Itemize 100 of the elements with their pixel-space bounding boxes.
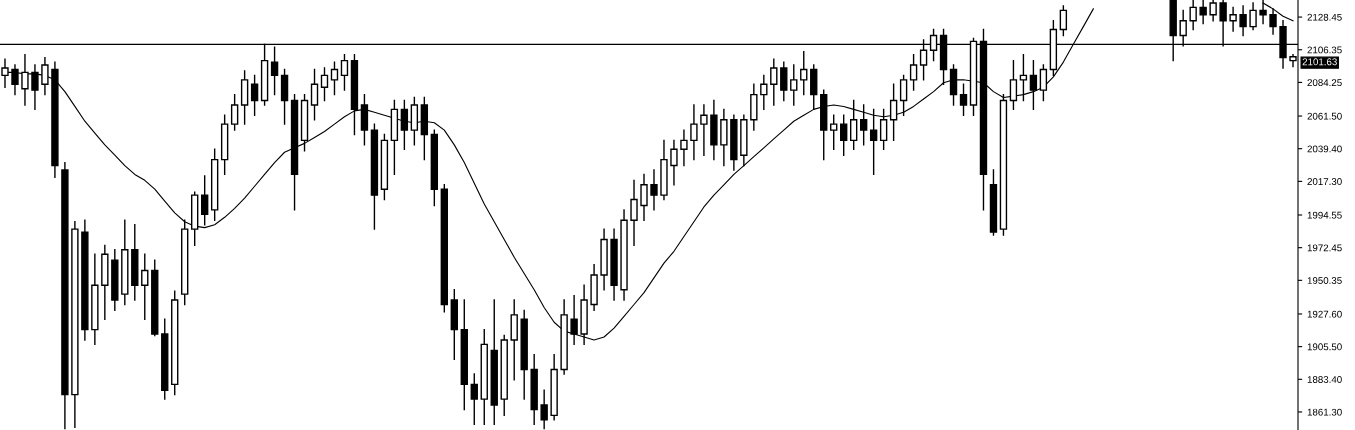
candlestick (290, 93, 299, 211)
candlestick (21, 53, 29, 106)
candlestick (41, 56, 49, 96)
candlestick (1249, 2, 1257, 31)
candlestick (11, 64, 19, 96)
candlestick (420, 96, 429, 161)
candlestick (859, 104, 868, 146)
candlestick (700, 104, 708, 156)
candlestick (1029, 59, 1038, 111)
candlestick (610, 228, 618, 301)
candlestick (240, 70, 249, 125)
candlestick (1199, 0, 1207, 25)
y-tick-label: 1861.30 (1307, 408, 1342, 416)
candlestick (540, 389, 548, 430)
candlestick (660, 139, 668, 201)
candlestick (730, 114, 738, 171)
candlestick (530, 354, 538, 425)
candlestick (590, 263, 598, 312)
candlestick (470, 373, 478, 425)
candlestick (460, 299, 468, 411)
candlestick (111, 249, 119, 312)
y-tick-label: 2061.50 (1307, 112, 1342, 120)
candlestick (790, 64, 798, 106)
candlestick (879, 108, 888, 150)
candlestick (360, 93, 369, 146)
candlestick (400, 99, 409, 150)
candlestick (330, 61, 339, 96)
candlestick (849, 99, 858, 150)
y-tick-label: 2106.35 (1307, 46, 1342, 54)
candlestick (520, 309, 528, 400)
candlestick (450, 289, 458, 360)
y-tick-label: 1927.60 (1307, 310, 1342, 318)
candlestick (650, 169, 658, 211)
y-tick-label: 2084.25 (1307, 79, 1342, 87)
candlestick (620, 209, 628, 301)
candlestick (899, 74, 908, 116)
y-tick-label: 1905.50 (1307, 343, 1342, 351)
candlestick (1019, 53, 1028, 102)
candlestick (31, 64, 39, 111)
candlestick (510, 299, 518, 381)
candlestick (959, 83, 968, 116)
candlestick (280, 68, 289, 125)
candlestick (310, 68, 319, 121)
candlestick (430, 129, 439, 207)
y-tick-label: 1972.45 (1307, 244, 1342, 252)
candlestick (690, 104, 698, 161)
candlestick (490, 299, 498, 425)
y-tick-label: 2017.30 (1307, 178, 1342, 185)
candlestick (550, 354, 558, 421)
candlestick (1009, 59, 1018, 111)
candlestick (670, 139, 678, 186)
candlestick (1229, 6, 1237, 32)
candlestick (740, 114, 748, 167)
candlestick (340, 53, 349, 91)
candlestick (1209, 0, 1217, 22)
candlestick (161, 318, 169, 400)
candlestick (81, 219, 89, 341)
y-tick-label: 1994.55 (1307, 211, 1342, 219)
y-tick-label: 1883.40 (1307, 376, 1342, 383)
candlestick (121, 219, 129, 306)
y-tick-label: 1950.35 (1307, 277, 1342, 284)
candlestick (720, 108, 728, 167)
candlestick (600, 228, 608, 291)
candlestick (200, 175, 209, 226)
candlestick (171, 290, 179, 396)
candlestick (191, 191, 199, 247)
candlestick (820, 89, 828, 161)
candlestick (710, 99, 718, 161)
candlestick (480, 328, 488, 425)
candlestick (141, 253, 149, 320)
candlestick (869, 108, 878, 176)
candlestick (61, 161, 69, 430)
y-tick-label: 2128.45 (1307, 13, 1342, 21)
candlestick (840, 114, 848, 156)
candlestick (210, 148, 219, 221)
candlestick (770, 58, 778, 106)
candlestick (270, 46, 279, 96)
candlestick (410, 96, 419, 146)
candlestick (101, 244, 109, 320)
candlestick (71, 221, 79, 428)
candlestick (909, 53, 918, 91)
candlestick (250, 74, 259, 116)
candlestick (91, 253, 99, 346)
candlestick (1189, 0, 1197, 31)
candlestick (830, 114, 838, 150)
candlestick (390, 99, 399, 176)
candlestick (350, 53, 359, 136)
candlestick (1239, 5, 1247, 37)
candlestick (680, 129, 688, 167)
candlestick (800, 51, 808, 96)
candlestick (320, 67, 329, 102)
candlestick (500, 334, 508, 417)
candlestick (131, 223, 139, 301)
candlestick (630, 179, 638, 247)
candlestick (181, 219, 189, 306)
candlestick (889, 83, 898, 142)
y-tick-label: 2039.40 (1307, 145, 1342, 153)
text: 2101.63 (1302, 58, 1337, 66)
candlestick (640, 173, 648, 221)
candlestick (1269, 8, 1277, 35)
